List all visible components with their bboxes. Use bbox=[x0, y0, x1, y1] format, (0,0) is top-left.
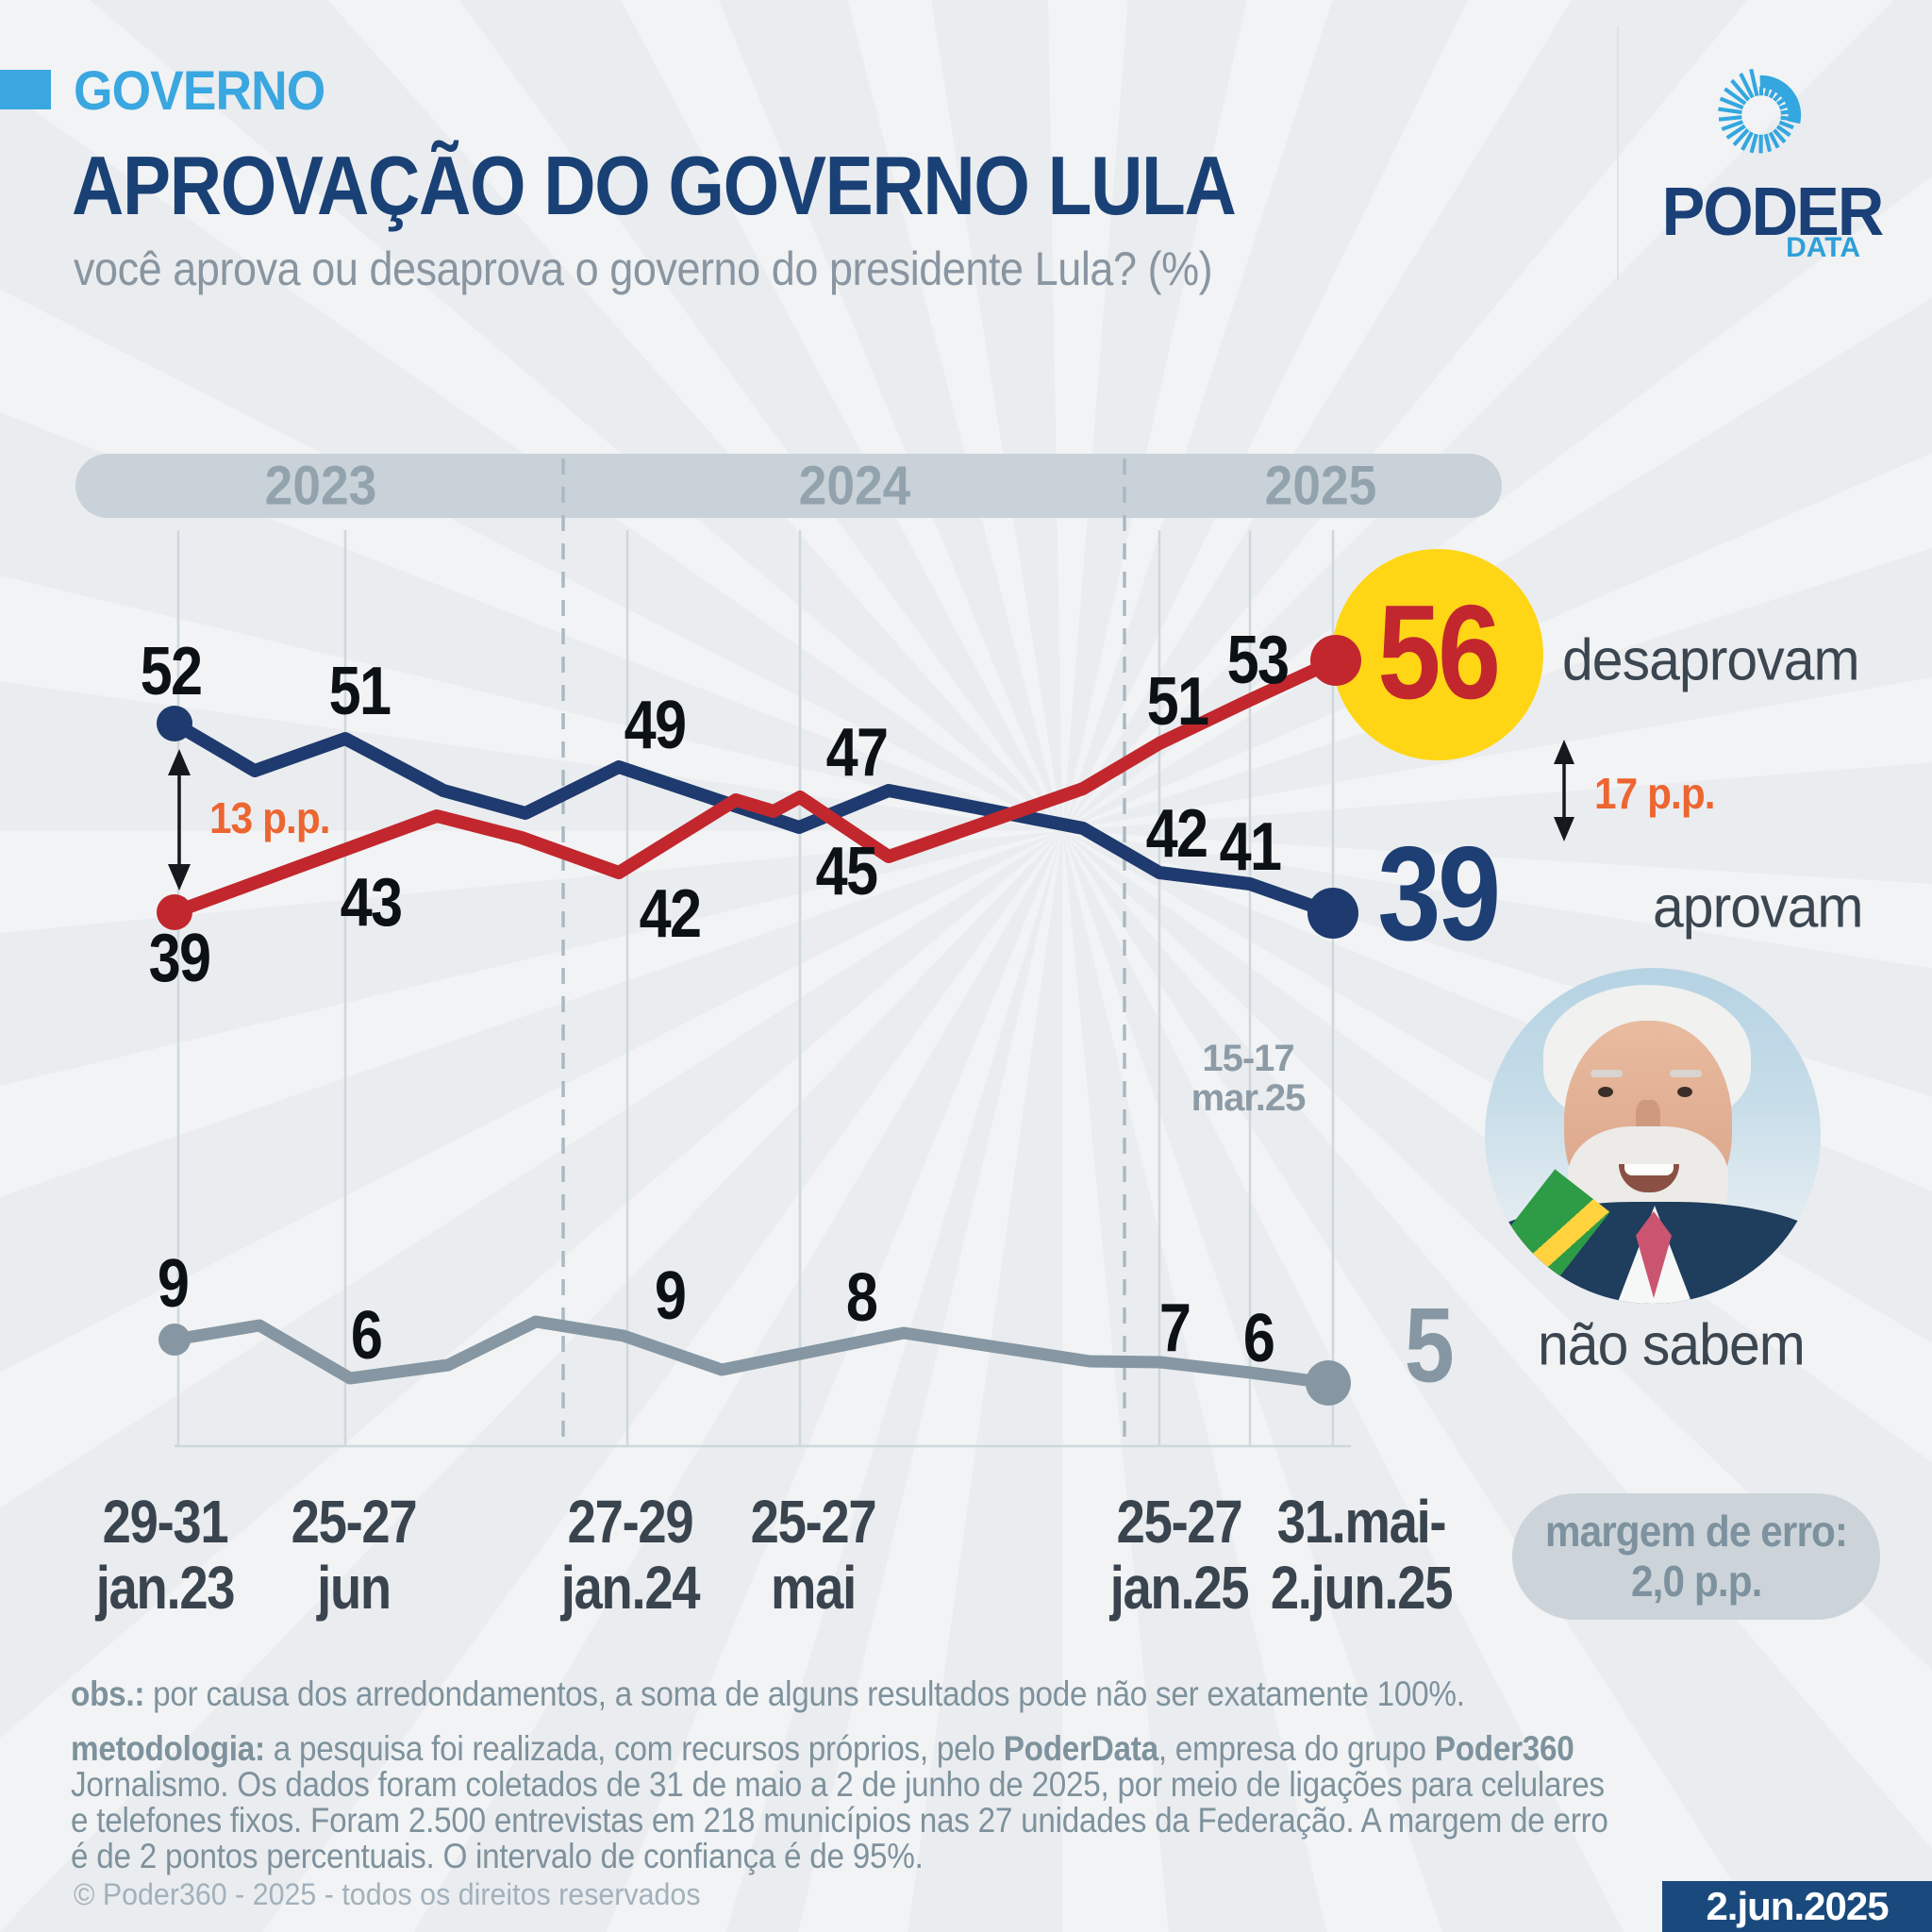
gap-note-start: 13 p.p. bbox=[209, 793, 331, 842]
copyright-footer: © Poder360 - 2025 - todos os direitos re… bbox=[74, 1877, 701, 1911]
aprovam-last-dot bbox=[1307, 888, 1358, 939]
survey-date-badge: 2.jun.2025 bbox=[1662, 1881, 1932, 1932]
inline-tick-line1: 15-17 bbox=[1202, 1038, 1294, 1079]
value-label-aprovam-4: 42 bbox=[1145, 796, 1208, 872]
series-line-nao-sabem bbox=[168, 1315, 1335, 1390]
kicker-accent-square bbox=[0, 70, 51, 109]
year-label-2023: 2023 bbox=[264, 455, 377, 517]
value-label-nao-sabem-4: 7 bbox=[1158, 1291, 1191, 1366]
x-axis-tick-line: 27-29 bbox=[567, 1488, 694, 1556]
nao-sabem-first-dot bbox=[158, 1324, 191, 1356]
x-axis-tick-line: jan.25 bbox=[1109, 1554, 1250, 1622]
desaprovam-last-dot bbox=[1310, 635, 1361, 686]
methodology-line-1: Jornalismo. Os dados foram coletados de … bbox=[71, 1765, 1605, 1805]
value-label-desaprovam-4: 51 bbox=[1146, 664, 1209, 740]
x-axis-tick-4: 25-27 jan.25 bbox=[1109, 1488, 1250, 1622]
year-separators bbox=[561, 458, 1126, 1445]
value-label-aprovam-6: 39 bbox=[1377, 819, 1501, 969]
note-bold-segment: PoderData bbox=[1003, 1729, 1158, 1768]
series-name-desaprovam: desaprovam bbox=[1562, 627, 1860, 693]
x-axis-tick-line: 31.mai- bbox=[1276, 1488, 1447, 1556]
obs-note: obs.: por causa dos arredondamentos, a s… bbox=[71, 1674, 1465, 1714]
value-label-nao-sabem-6: 5 bbox=[1404, 1286, 1455, 1405]
note-segment: a pesquisa foi realizada, com recursos p… bbox=[264, 1729, 1004, 1768]
kicker: GOVERNO bbox=[74, 60, 325, 122]
year-band bbox=[75, 454, 1502, 518]
aprovam-first-dot bbox=[157, 706, 192, 741]
series-line-desaprovam bbox=[168, 654, 1342, 919]
value-label-desaprovam-6: 56 bbox=[1377, 577, 1501, 727]
year-label-2025: 2025 bbox=[1264, 455, 1377, 517]
x-axis-tick-1: 25-27 jun bbox=[291, 1488, 418, 1622]
series-line-aprovam bbox=[168, 717, 1340, 920]
inline-tick-line2: mar.25 bbox=[1191, 1077, 1307, 1119]
value-label-nao-sabem-2: 9 bbox=[654, 1258, 687, 1334]
x-axis-tick-line: jun bbox=[317, 1554, 391, 1622]
note-segment: , empresa do grupo bbox=[1158, 1729, 1435, 1768]
note-segment: e telefones fixos. Foram 2.500 entrevist… bbox=[71, 1801, 1608, 1840]
value-label-desaprovam-1: 43 bbox=[340, 865, 403, 941]
gap-note-end: 17 p.p. bbox=[1594, 769, 1716, 818]
x-axis-tick-2: 27-29 jan.24 bbox=[560, 1488, 701, 1622]
value-label-nao-sabem-1: 6 bbox=[350, 1298, 383, 1374]
series-name-aprovam: aprovam bbox=[1653, 874, 1863, 941]
x-axis-tick-line: 25-27 bbox=[750, 1488, 877, 1556]
value-label-aprovam-5: 41 bbox=[1219, 809, 1282, 885]
inline-tick-mar25: 15-17 mar.25 bbox=[1144, 1039, 1352, 1118]
logo-wordmark: PODER bbox=[1661, 175, 1885, 250]
value-label-desaprovam-3: 45 bbox=[815, 834, 878, 909]
gridlines bbox=[175, 530, 1351, 1448]
sunburst-spiral-rays bbox=[1718, 68, 1795, 154]
x-axis-tick-line: 29-31 bbox=[102, 1488, 229, 1556]
x-axis-tick-line: mai bbox=[771, 1554, 857, 1622]
value-label-desaprovam-0: 39 bbox=[148, 921, 211, 996]
margin-of-error-badge: margem de erro: 2,0 p.p. bbox=[1512, 1493, 1880, 1620]
series-name-nao-sabem: não sabem bbox=[1538, 1312, 1806, 1378]
sunburst-spiral-arc bbox=[1721, 75, 1802, 156]
x-axis-tick-line: jan.24 bbox=[560, 1554, 701, 1622]
value-label-aprovam-1: 51 bbox=[328, 654, 391, 729]
methodology-line-0: metodologia: a pesquisa foi realizada, c… bbox=[71, 1729, 1574, 1769]
value-label-desaprovam-2: 42 bbox=[639, 876, 702, 952]
value-label-aprovam-0: 52 bbox=[140, 634, 203, 709]
x-axis-tick-line: jan.23 bbox=[95, 1554, 236, 1622]
methodology-line-3: é de 2 pontos percentuais. O intervalo d… bbox=[71, 1837, 924, 1876]
note-bold-segment: obs.: bbox=[71, 1674, 145, 1713]
x-axis-tick-line: 2.jun.25 bbox=[1270, 1554, 1454, 1622]
value-label-nao-sabem-3: 8 bbox=[845, 1260, 878, 1336]
x-axis-tick-line: 25-27 bbox=[291, 1488, 418, 1556]
x-axis-tick-line: 25-27 bbox=[1116, 1488, 1243, 1556]
logo-sub-wordmark: DATA bbox=[1786, 232, 1860, 263]
value-label-nao-sabem-0: 9 bbox=[157, 1246, 190, 1322]
x-axis-tick-0: 29-31 jan.23 bbox=[95, 1488, 236, 1622]
margin-of-error-label: margem de erro: bbox=[1544, 1507, 1848, 1557]
nao-sabem-last-dot bbox=[1306, 1360, 1351, 1406]
note-bold-segment: Poder360 bbox=[1434, 1729, 1574, 1768]
value-label-desaprovam-5: 53 bbox=[1226, 623, 1290, 698]
highlight-circle bbox=[1332, 549, 1543, 760]
poderdata-logo-icon bbox=[1718, 68, 1802, 156]
note-bold-segment: metodologia: bbox=[71, 1729, 265, 1768]
year-label-2024: 2024 bbox=[798, 455, 911, 517]
value-label-nao-sabem-5: 6 bbox=[1242, 1301, 1275, 1376]
note-segment: Jornalismo. Os dados foram coletados de … bbox=[71, 1765, 1605, 1804]
methodology-line-2: e telefones fixos. Foram 2.500 entrevist… bbox=[71, 1801, 1608, 1840]
page-title: APROVAÇÃO DO GOVERNO LULA bbox=[72, 139, 1237, 232]
note-segment: é de 2 pontos percentuais. O intervalo d… bbox=[71, 1837, 924, 1875]
value-label-aprovam-2: 49 bbox=[624, 688, 687, 763]
margin-of-error-value: 2,0 p.p. bbox=[1630, 1557, 1762, 1606]
note-segment: por causa dos arredondamentos, a soma de… bbox=[144, 1674, 1465, 1713]
page-subtitle: você aprova ou desaprova o governo do pr… bbox=[74, 242, 1213, 295]
gap-arrows bbox=[168, 740, 1574, 891]
x-axis-tick-3: 25-27 mai bbox=[750, 1488, 877, 1622]
x-axis-tick-5: 31.mai- 2.jun.25 bbox=[1270, 1488, 1454, 1622]
series-endpoint-dots bbox=[157, 635, 1361, 1406]
value-label-aprovam-3: 47 bbox=[825, 715, 889, 791]
header-divider bbox=[1617, 26, 1619, 281]
desaprovam-first-dot bbox=[157, 894, 192, 930]
